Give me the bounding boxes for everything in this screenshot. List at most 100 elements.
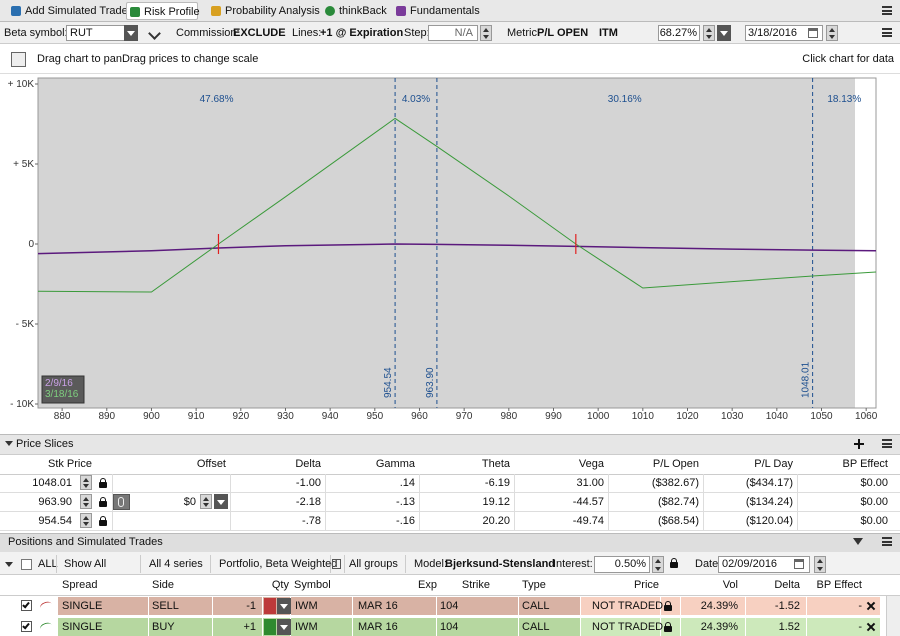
label: Model: — [414, 558, 448, 570]
qty-spinner[interactable] — [264, 598, 276, 614]
tab-label[interactable]: Risk Profile — [144, 6, 200, 18]
cell: $0.00 — [860, 496, 888, 508]
col-sep — [325, 493, 326, 512]
dropdown[interactable] — [277, 598, 291, 614]
dropdown-arrow — [280, 604, 288, 609]
dropdown[interactable] — [277, 619, 291, 635]
interest-box[interactable] — [594, 556, 650, 573]
value[interactable]: Bjerksund-Stensland — [445, 558, 556, 570]
label: Metric: — [507, 27, 540, 39]
itm-value: 68.27% — [659, 27, 697, 39]
tab-icon — [325, 6, 335, 16]
collapse-arrow[interactable] — [5, 441, 13, 446]
tab[interactable]: thinkBack — [322, 2, 387, 20]
row-checkbox[interactable] — [21, 621, 32, 632]
x-tick-label: 930 — [277, 411, 294, 422]
row-bg — [58, 618, 580, 636]
spin-down — [655, 567, 661, 571]
x-tick-label: 890 — [98, 411, 115, 422]
spin-down — [83, 484, 89, 488]
dropdown-arrow — [217, 499, 225, 505]
date-box[interactable] — [718, 556, 810, 573]
spinner[interactable] — [703, 25, 715, 41]
cell: 31.00 — [576, 477, 604, 489]
step-box[interactable] — [428, 25, 478, 41]
menu-icon[interactable] — [882, 28, 892, 37]
tab-label[interactable]: Probability Analysis — [225, 5, 320, 17]
tab-label[interactable]: Fundamentals — [410, 5, 480, 17]
dollar-button[interactable] — [113, 494, 130, 510]
section-header — [0, 434, 900, 455]
value: EXCLUDE — [233, 27, 286, 39]
cell: - — [858, 600, 862, 612]
dropdown[interactable] — [717, 25, 731, 41]
spin-up — [655, 559, 661, 563]
col-sep — [230, 493, 231, 512]
spinner[interactable] — [652, 556, 664, 573]
spinner[interactable] — [80, 513, 92, 528]
col-sep — [514, 474, 515, 493]
rule — [0, 511, 900, 512]
tab-label[interactable]: Add Simulated Trades — [25, 5, 134, 17]
tab[interactable]: Fundamentals — [393, 2, 480, 20]
filter: ALL — [38, 558, 58, 570]
cell: 963.90 — [38, 496, 72, 508]
tab[interactable]: Risk Profile — [126, 2, 200, 20]
col-sep — [112, 474, 113, 493]
cell: IWM — [295, 600, 318, 612]
lock-shackle — [665, 601, 671, 607]
tab[interactable]: Add Simulated Trades — [8, 2, 133, 20]
tab-label[interactable]: thinkBack — [339, 5, 387, 17]
menu-icon[interactable] — [882, 537, 892, 546]
column-header: Spread — [62, 579, 98, 591]
date-box[interactable] — [745, 25, 823, 41]
col-sep — [518, 618, 519, 636]
spin-up — [83, 478, 89, 482]
collapse-icon[interactable] — [853, 538, 863, 545]
cell: NOT TRADED — [592, 600, 664, 612]
cell: IWM — [295, 621, 318, 633]
col-sep — [212, 597, 213, 616]
dropdown[interactable] — [124, 25, 138, 41]
column-header: P/L Open — [652, 458, 699, 470]
spinner[interactable] — [80, 494, 92, 509]
collapse-arrow[interactable] — [5, 562, 13, 567]
spinner[interactable] — [480, 25, 492, 41]
dropdown[interactable] — [214, 494, 228, 509]
tab-icon — [11, 6, 21, 16]
hint: Drag chart to panDrag prices to change s… — [37, 53, 259, 65]
x-tick-label: 960 — [411, 411, 428, 422]
lock-shackle — [100, 478, 106, 484]
lock-icon — [664, 626, 672, 632]
filter[interactable]: Show All — [64, 558, 107, 570]
value: P/L OPEN — [537, 27, 589, 39]
label: Date: — [695, 558, 722, 570]
spinner[interactable] — [80, 475, 92, 490]
cell: 954.54 — [38, 515, 72, 527]
x-tick-label: 990 — [545, 411, 562, 422]
spinner[interactable] — [826, 25, 838, 41]
calendar-icon — [794, 559, 804, 569]
legend-entry: 2/9/16 — [45, 378, 73, 389]
x-tick-label: 910 — [188, 411, 205, 422]
filter[interactable]: Portfolio, Beta Weighted — [219, 558, 338, 570]
checkbox[interactable] — [21, 559, 32, 570]
filter[interactable]: All groups — [349, 558, 398, 570]
filter[interactable]: All 4 series — [149, 558, 203, 570]
section-title: Price Slices — [16, 438, 74, 450]
spinner[interactable] — [814, 556, 826, 573]
itm-box[interactable] — [658, 25, 700, 41]
col-sep — [262, 597, 263, 616]
row-checkbox[interactable] — [21, 600, 32, 611]
tab-icon — [396, 6, 406, 16]
column-header: Strike — [461, 579, 490, 591]
spinner[interactable] — [200, 494, 212, 509]
qty-spinner[interactable] — [264, 619, 276, 635]
risk-chart[interactable]: - 10K - 5K 0 + 5K + 10K 880 890 900 910 920 930 940… — [0, 0, 900, 436]
tab[interactable]: Probability Analysis — [208, 2, 320, 20]
x-tick-label: 1030 — [721, 411, 744, 422]
column-header: Stk Price — [47, 458, 92, 470]
menu-icon[interactable] — [882, 439, 892, 448]
menu-icon[interactable] — [882, 6, 892, 15]
value: +1 @ Expiration — [320, 27, 404, 39]
